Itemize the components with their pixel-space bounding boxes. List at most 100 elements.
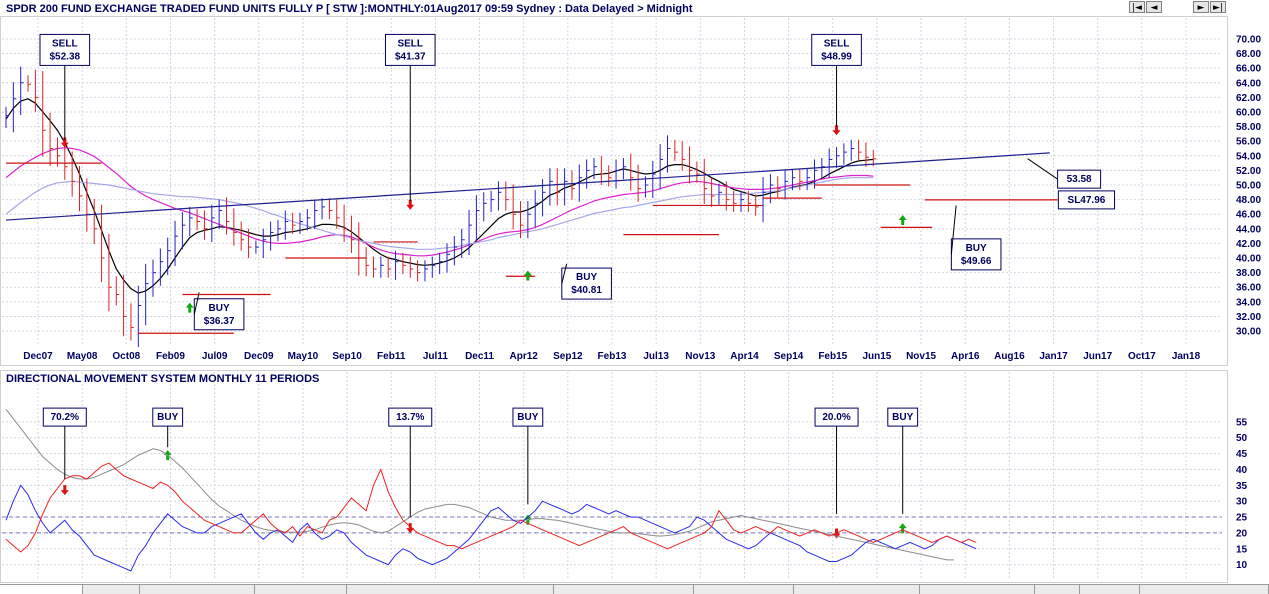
x-tick-label: Jul11 xyxy=(423,351,448,362)
annotation-text: BUY xyxy=(517,412,538,423)
x-tick-label: Feb11 xyxy=(377,351,406,362)
annotation-leader xyxy=(1027,158,1058,180)
y-tick-label: 40.00 xyxy=(1236,254,1261,265)
x-tick-label: Sep12 xyxy=(553,351,583,362)
indicator-y-axis: 55 50 45 40 35 30 25 20 15 10 xyxy=(1236,417,1248,571)
x-tick-label: Apr12 xyxy=(510,351,539,362)
buy-arrow-icon xyxy=(898,523,907,534)
price-panel-border xyxy=(0,16,1228,366)
annotation-text: BUY xyxy=(576,272,597,283)
buy-arrow-icon xyxy=(898,215,907,226)
annotation-text: 70.2% xyxy=(51,412,79,423)
x-axis: Dec07 May08 Oct08 Feb09 Jul09 Dec09 May10 Sep10… xyxy=(23,351,1200,362)
layout-tab[interactable] xyxy=(920,585,1035,594)
annotation-text: BUY xyxy=(966,243,987,254)
skip-to-end-icon[interactable]: ►| xyxy=(1210,1,1226,13)
layout-tab[interactable] xyxy=(0,585,83,594)
indicator-annotations: 70.2% BUY 13.7% BUY 20.0% BUY xyxy=(42,407,919,518)
x-tick-label: Sep14 xyxy=(774,351,804,362)
annotation-leader xyxy=(950,205,957,255)
lower-grid xyxy=(0,370,1228,583)
signal-label xyxy=(561,267,612,300)
y-tick-label: 38.00 xyxy=(1236,268,1261,279)
annotation-text: $36.37 xyxy=(204,316,235,327)
y-tick-label: 68.00 xyxy=(1236,49,1261,60)
x-tick-label: Oct08 xyxy=(112,351,140,362)
indicator-line xyxy=(5,484,977,572)
x-tick-label: Jan17 xyxy=(1039,351,1068,362)
layout-tab[interactable] xyxy=(554,585,694,594)
y-tick-label: 32.00 xyxy=(1236,312,1261,323)
y-tick-label: 20 xyxy=(1236,528,1248,539)
y-tick-label: 34.00 xyxy=(1236,297,1261,308)
x-tick-label: May10 xyxy=(288,351,319,362)
layout-tab[interactable] xyxy=(140,585,255,594)
annotation-text: $49.66 xyxy=(961,256,992,267)
x-tick-label: Jan18 xyxy=(1172,351,1201,362)
x-tick-label: Apr14 xyxy=(730,351,759,362)
signal-label xyxy=(39,33,91,66)
y-tick-label: 54.00 xyxy=(1236,151,1261,162)
sell-arrow-icon xyxy=(406,199,415,210)
signal-label xyxy=(384,33,436,66)
x-tick-label: Jun15 xyxy=(862,351,891,362)
x-tick-label: Jul09 xyxy=(202,351,228,362)
layout-tab[interactable] xyxy=(694,585,794,594)
annotation-text: SELL xyxy=(824,38,850,49)
layout-tab[interactable] xyxy=(794,585,920,594)
annotation-text: 53.58 xyxy=(1067,174,1092,185)
x-tick-label: Apr16 xyxy=(951,351,980,362)
y-tick-label: 15 xyxy=(1236,544,1248,555)
annotation-leader xyxy=(193,292,200,315)
annotation-text: $48.99 xyxy=(821,51,852,62)
layout-tab[interactable] xyxy=(1035,585,1080,594)
y-tick-label: 62.00 xyxy=(1236,93,1261,104)
layout-tab[interactable] xyxy=(347,585,554,594)
y-tick-label: 25 xyxy=(1236,513,1248,524)
y-tick-label: 52.00 xyxy=(1236,166,1261,177)
price-y-axis: 70.00 68.00 66.00 64.00 62.00 60.00 58.00 56.00… xyxy=(1236,34,1261,337)
x-tick-label: May08 xyxy=(67,351,98,362)
step-left-icon[interactable]: ◄ xyxy=(1146,1,1162,13)
annotation-leader xyxy=(561,263,568,284)
signal-label xyxy=(193,298,245,331)
y-tick-label: 50 xyxy=(1236,433,1248,444)
moving-average-line xyxy=(5,177,874,250)
annotation-text: $41.37 xyxy=(395,51,426,62)
x-tick-label: Jun17 xyxy=(1083,351,1112,362)
annotation-text: 13.7% xyxy=(396,412,424,423)
layout-tab[interactable] xyxy=(255,585,347,594)
y-tick-label: 36.00 xyxy=(1236,283,1261,294)
x-tick-label: Dec09 xyxy=(244,351,274,362)
x-tick-label: Nov13 xyxy=(685,351,715,362)
y-tick-label: 55 xyxy=(1236,417,1248,428)
sell-arrow-icon xyxy=(406,523,415,534)
y-tick-label: 66.00 xyxy=(1236,64,1261,75)
y-tick-label: 58.00 xyxy=(1236,122,1261,133)
sell-arrow-icon xyxy=(832,125,841,136)
indicator-panel-border xyxy=(0,370,1228,583)
annotation-text: SELL xyxy=(397,38,423,49)
x-tick-label: Dec11 xyxy=(465,351,494,362)
y-tick-label: 10 xyxy=(1236,560,1248,571)
lower-plot xyxy=(5,408,977,572)
annotation-text: SELL xyxy=(52,38,78,49)
layout-tab[interactable] xyxy=(83,585,140,594)
indicator-line xyxy=(5,462,977,553)
y-tick-label: 48.00 xyxy=(1236,195,1261,206)
annotation-text: 20.0% xyxy=(822,412,850,423)
upper-grid xyxy=(0,16,1228,366)
x-tick-label: Dec07 xyxy=(23,351,53,362)
skip-to-start-icon[interactable]: |◄ xyxy=(1129,1,1145,13)
layout-tab[interactable] xyxy=(1080,585,1140,594)
x-tick-label: Feb09 xyxy=(156,351,185,362)
y-tick-label: 50.00 xyxy=(1236,181,1261,192)
annotation-text: BUY xyxy=(892,412,913,423)
sell-arrow-icon xyxy=(60,137,69,148)
x-tick-label: Feb13 xyxy=(598,351,627,362)
step-right-icon[interactable]: ► xyxy=(1193,1,1209,13)
sell-arrow-icon xyxy=(60,485,69,496)
x-tick-label: Jul13 xyxy=(643,351,669,362)
